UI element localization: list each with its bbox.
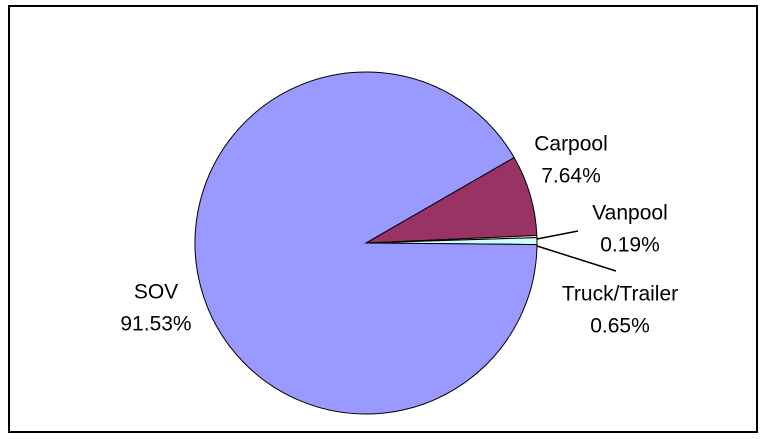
slice-label: Truck/Trailer — [562, 283, 678, 306]
leader-line — [536, 245, 617, 272]
leader-line — [536, 230, 579, 240]
slice-label: Vanpool — [592, 202, 668, 225]
pie-slice — [194, 71, 538, 415]
slice-value-label: 0.65% — [590, 315, 650, 338]
slice-label: Carpool — [534, 133, 608, 156]
slice-value-label: 91.53% — [120, 313, 191, 336]
slice-label: SOV — [134, 281, 178, 304]
slice-value-label: 0.19% — [600, 234, 660, 257]
slice-value-label: 7.64% — [541, 165, 601, 188]
